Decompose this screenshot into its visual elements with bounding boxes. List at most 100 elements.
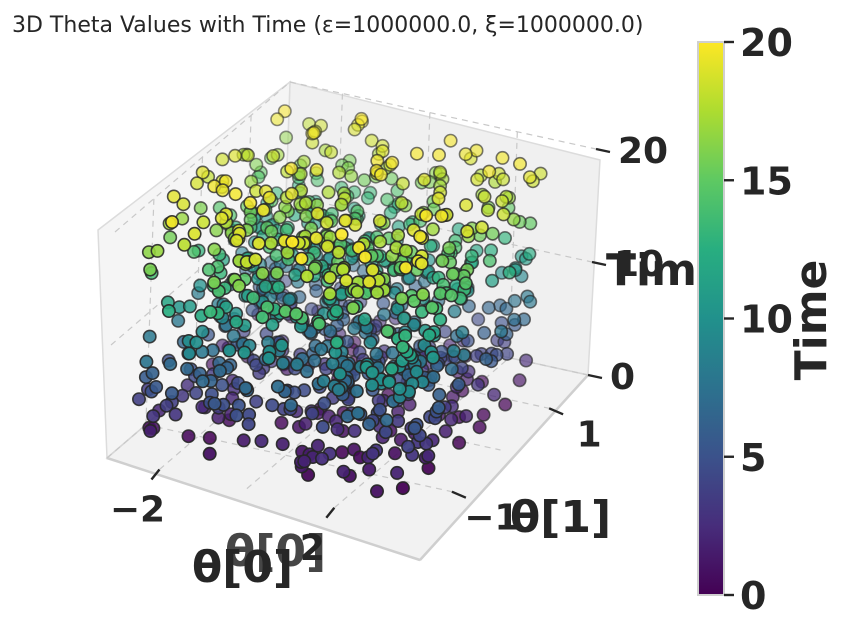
scatter-point [331, 382, 346, 397]
scatter-point [425, 300, 440, 315]
scatter-point [168, 407, 183, 422]
scatter-point [391, 413, 406, 428]
scatter-point [161, 303, 176, 318]
scatter-point [401, 439, 416, 454]
scatter-point [435, 253, 450, 268]
scatter-point [232, 278, 247, 293]
scatter-point [274, 415, 289, 430]
scatter-point [496, 172, 511, 187]
scatter-point [306, 125, 321, 140]
scatter-point [496, 207, 511, 222]
scatter-point [265, 317, 280, 332]
scatter-point [142, 329, 157, 344]
scatter-point [275, 437, 290, 452]
scatter-point [413, 229, 428, 244]
scatter-point [347, 321, 362, 336]
scatter-point [195, 374, 210, 389]
scatter-point [284, 161, 299, 176]
scatter-point [203, 304, 218, 319]
scatter-point [229, 314, 244, 329]
scatter-point [317, 396, 332, 411]
scatter-point [464, 249, 479, 264]
scatter-point [284, 186, 299, 201]
scatter-point [376, 307, 391, 322]
scatter-point [159, 398, 174, 413]
scatter-point [387, 446, 402, 461]
x-axis-label-ghost: θ[0] [225, 526, 326, 577]
scatter-point [438, 424, 453, 439]
scatter-point [477, 189, 492, 204]
scatter-point [433, 165, 448, 180]
scatter-point [335, 445, 350, 460]
scatter-point [395, 340, 410, 355]
grid-line [114, 81, 291, 233]
scatter-point [426, 350, 441, 365]
scatter-point [350, 284, 365, 299]
scatter-point [139, 354, 154, 369]
scatter-point [458, 276, 473, 291]
scatter-point [196, 215, 211, 230]
scatter-point [443, 133, 458, 148]
scatter-point [495, 150, 510, 165]
scatter-point [229, 233, 244, 248]
scatter-point [512, 156, 527, 171]
scatter-point [482, 253, 497, 268]
scatter-point [369, 484, 384, 499]
scatter-point [304, 302, 319, 317]
scatter-point [195, 324, 210, 339]
scatter-point [334, 227, 349, 242]
scatter-point [482, 164, 497, 179]
scatter-point [149, 379, 164, 394]
scatter-point [494, 324, 509, 339]
colorbar-ticks: 0 5 10 15 20 [724, 21, 793, 618]
scatter-point [512, 373, 527, 388]
scatter-point [309, 162, 324, 177]
colorbar-tick-label: 10 [740, 298, 793, 342]
scatter-point [365, 262, 380, 277]
scatter-point [362, 274, 377, 289]
scatter-point [228, 187, 243, 202]
x-axis-label: θ[0] [192, 542, 293, 593]
scatter-point [365, 378, 380, 393]
scatter-point [166, 189, 181, 204]
scatter-point [299, 209, 314, 224]
scatter-point [193, 278, 208, 293]
scatter-point [215, 183, 230, 198]
x-tick-label: 2 [300, 528, 325, 569]
scatter-point [187, 244, 202, 259]
scatter-point [474, 220, 489, 235]
scatter-point [447, 304, 462, 319]
colorbar-tick-label: 5 [740, 436, 766, 480]
scatter-point [407, 421, 422, 436]
scatter-point [395, 176, 410, 191]
scatter-point [310, 438, 325, 453]
scatter-point [383, 205, 398, 220]
scatter-point [458, 147, 473, 162]
scatter-point [338, 213, 353, 228]
scatter-point [251, 236, 266, 251]
scatter-point [299, 364, 314, 379]
scatter-point [362, 462, 377, 477]
scatter-point [523, 294, 538, 309]
colorbar-tick-label: 20 [740, 21, 793, 65]
colorbar-gradient [697, 41, 725, 596]
scatter-point [419, 208, 434, 223]
scatter-point [394, 195, 409, 210]
scatter-point [423, 238, 438, 253]
scatter-point [362, 417, 377, 432]
scatter-point [163, 357, 178, 372]
scatter-point [452, 435, 467, 450]
scatter-point [193, 201, 208, 216]
scatter-point [189, 335, 204, 350]
scatter-point [417, 172, 432, 187]
scatter-point [414, 256, 429, 271]
scatter-point [270, 379, 285, 394]
scatter-point [459, 198, 474, 213]
scatter-point [425, 222, 440, 237]
scatter-point [398, 328, 413, 343]
scatter-point [180, 361, 195, 376]
scatter-point [370, 285, 385, 300]
scatter-point [214, 211, 229, 226]
scatter-point [480, 203, 495, 218]
colorbar-label: Time [786, 260, 837, 381]
